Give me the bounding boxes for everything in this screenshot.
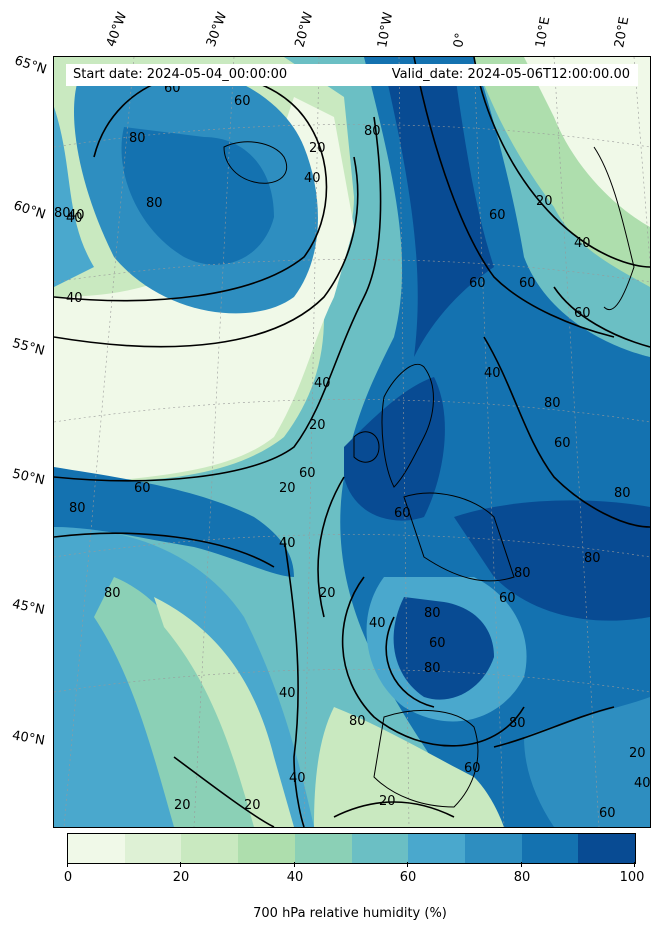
- colorbar-swatch: [238, 834, 295, 863]
- svg-text:80: 80: [514, 566, 531, 581]
- colorbar-swatch: [578, 834, 636, 863]
- svg-text:60: 60: [429, 636, 446, 651]
- svg-text:80: 80: [104, 586, 121, 601]
- colorbar-swatch: [521, 834, 579, 863]
- svg-text:40: 40: [68, 208, 85, 223]
- svg-text:20: 20: [309, 418, 326, 433]
- svg-text:80: 80: [544, 396, 561, 411]
- colorbar: [67, 833, 636, 864]
- svg-text:60: 60: [554, 436, 571, 451]
- svg-text:80: 80: [364, 124, 381, 139]
- svg-text:80: 80: [509, 716, 526, 731]
- colorbar-swatch: [464, 834, 522, 863]
- svg-text:20: 20: [536, 194, 553, 209]
- lat-label-65n: 65°N: [12, 53, 49, 78]
- colorbar-tick: [180, 862, 181, 867]
- svg-text:60: 60: [519, 276, 536, 291]
- lon-label-0: 0°: [451, 31, 469, 49]
- colorbar-swatch: [124, 834, 182, 863]
- colorbar-swatch: [181, 834, 239, 863]
- colorbar-swatch: [68, 834, 125, 863]
- svg-text:60: 60: [599, 806, 616, 821]
- date-info-box: Start date: 2024-05-04_00:00:00 Valid_da…: [66, 64, 638, 86]
- lon-label-30w: 30°W: [203, 10, 231, 49]
- svg-text:40: 40: [66, 291, 83, 306]
- svg-text:40: 40: [279, 686, 296, 701]
- colorbar-tick-label: 0: [63, 870, 73, 885]
- colorbar-swatch: [351, 834, 409, 863]
- start-date-text: Start date: 2024-05-04_00:00:00: [73, 67, 288, 82]
- svg-text:60: 60: [299, 466, 316, 481]
- svg-text:80: 80: [129, 131, 146, 146]
- svg-text:80: 80: [584, 551, 601, 566]
- svg-text:40: 40: [279, 536, 296, 551]
- colorbar-tick-label: 100: [619, 870, 645, 885]
- svg-text:60: 60: [574, 306, 591, 321]
- svg-text:20: 20: [309, 141, 326, 156]
- svg-text:60: 60: [499, 591, 516, 606]
- svg-text:20: 20: [174, 798, 191, 813]
- svg-text:40: 40: [66, 211, 83, 226]
- colorbar-tick: [67, 862, 68, 867]
- lat-label-55n: 55°N: [10, 336, 47, 359]
- svg-text:80: 80: [146, 196, 163, 211]
- valid-date-text: Valid_date: 2024-05-06T12:00:00.00: [391, 67, 630, 82]
- svg-text:80: 80: [349, 714, 366, 729]
- svg-text:20: 20: [279, 481, 296, 496]
- lat-label-45n: 45°N: [10, 596, 46, 619]
- lat-label-50n: 50°N: [10, 466, 47, 489]
- svg-text:40: 40: [484, 366, 501, 381]
- svg-text:20: 20: [379, 794, 396, 809]
- svg-text:40: 40: [369, 616, 386, 631]
- lon-label-10w: 10°W: [375, 11, 397, 50]
- svg-text:60: 60: [234, 94, 251, 109]
- colorbar-swatch: [408, 834, 465, 863]
- svg-text:20: 20: [319, 586, 336, 601]
- colorbar-tick: [634, 862, 635, 867]
- svg-text:60: 60: [394, 506, 411, 521]
- colorbar-tick: [294, 862, 295, 867]
- lat-label-40n: 40°N: [10, 728, 46, 749]
- map-panel: 60 60 80 80 80 40 40 40 20 40 80 20 60 4…: [53, 56, 651, 828]
- colorbar-tick-label: 40: [286, 870, 304, 885]
- colorbar-title: 700 hPa relative humidity (%): [253, 906, 447, 921]
- colorbar-swatch: [294, 834, 352, 863]
- colorbar-tick: [521, 862, 522, 867]
- svg-text:40: 40: [314, 376, 331, 391]
- svg-text:80: 80: [69, 501, 86, 516]
- svg-text:40: 40: [289, 771, 306, 786]
- svg-text:60: 60: [469, 276, 486, 291]
- svg-text:60: 60: [134, 481, 151, 496]
- svg-text:40: 40: [634, 776, 650, 791]
- svg-text:80: 80: [614, 486, 631, 501]
- humidity-field: 60 60 80 80 80 40 40 40 20 40 80 20 60 4…: [54, 57, 650, 827]
- lon-label-10e: 10°E: [533, 15, 554, 49]
- svg-text:80: 80: [424, 606, 441, 621]
- colorbar-tick: [407, 862, 408, 867]
- svg-text:60: 60: [464, 761, 481, 776]
- lon-label-20w: 20°W: [292, 10, 317, 49]
- lon-label-40w: 40°W: [103, 10, 131, 49]
- colorbar-tick-label: 60: [399, 870, 417, 885]
- svg-text:40: 40: [304, 171, 321, 186]
- lon-label-20e: 20°E: [612, 15, 633, 49]
- svg-text:20: 20: [629, 746, 646, 761]
- svg-text:20: 20: [244, 798, 261, 813]
- svg-text:40: 40: [574, 236, 591, 251]
- colorbar-tick-label: 80: [513, 870, 531, 885]
- lat-label-60n: 60°N: [11, 198, 48, 223]
- colorbar-tick-label: 20: [172, 870, 190, 885]
- svg-text:60: 60: [489, 208, 506, 223]
- svg-text:80: 80: [424, 661, 441, 676]
- svg-text:80: 80: [54, 206, 71, 221]
